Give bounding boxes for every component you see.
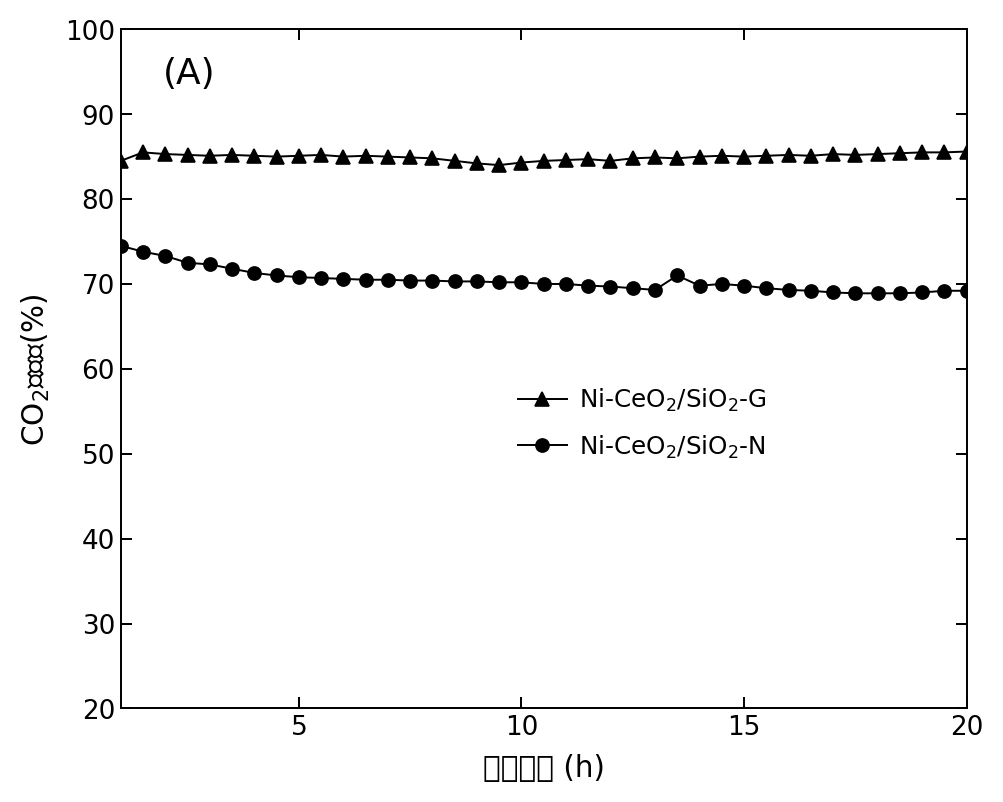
X-axis label: 反应时间 (h): 反应时间 (h) <box>482 753 605 782</box>
Y-axis label: CO$_2$转化率(%): CO$_2$转化率(%) <box>20 293 52 445</box>
Legend: Ni-CeO$_2$/SiO$_2$-G, Ni-CeO$_2$/SiO$_2$-N: Ni-CeO$_2$/SiO$_2$-G, Ni-CeO$_2$/SiO$_2$… <box>506 374 779 472</box>
Text: (A): (A) <box>163 57 216 91</box>
